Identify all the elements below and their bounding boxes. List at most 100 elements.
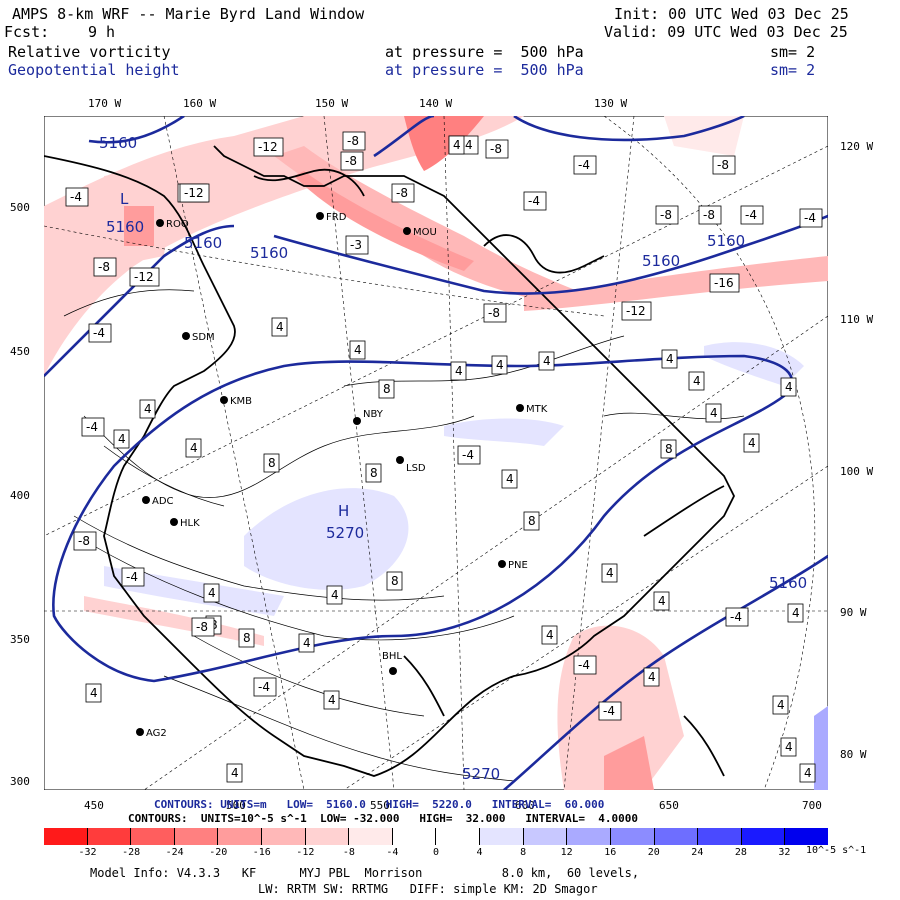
x-tick-label: 500 <box>226 799 246 812</box>
svg-text:-8: -8 <box>196 620 208 634</box>
vorticity-label: -4 <box>65 187 89 207</box>
svg-text:-4: -4 <box>86 420 98 434</box>
vorticity-label: 4 <box>349 340 366 360</box>
lon-label-top: 160 W <box>183 97 217 110</box>
vorticity-label: 4 <box>323 690 340 710</box>
svg-text:-8: -8 <box>98 260 110 274</box>
vorticity-label: -4 <box>740 205 764 225</box>
vorticity-label: -4 <box>88 323 112 343</box>
vorticity-label: 4 <box>139 399 156 419</box>
colorbar-cell <box>436 828 481 845</box>
vorticity-label: 4 <box>185 438 202 458</box>
fcst-label: Fcst: <box>4 23 50 41</box>
svg-text:4: 4 <box>666 352 674 366</box>
svg-text:4: 4 <box>455 364 463 378</box>
svg-text:4: 4 <box>546 628 554 642</box>
station-group: ROO FRD MOU SDM KMB NBY MTK LSD ADC HLK … <box>136 212 548 739</box>
vorticity-label: -8 <box>73 531 97 551</box>
colorbar-tick-label: 4 <box>476 847 483 858</box>
vorticity-label: -8 <box>93 257 117 277</box>
height-label: 5160 <box>106 218 144 236</box>
svg-text:4: 4 <box>303 636 311 650</box>
station-label: FRD <box>326 212 347 223</box>
map-panel: 5160 5160 5160 5160 5160 5160 5160 5270 … <box>44 116 828 790</box>
x-tick-label: 450 <box>84 799 104 812</box>
svg-text:8: 8 <box>383 382 391 396</box>
colorbar-tick-label: -8 <box>342 847 355 858</box>
svg-text:4: 4 <box>785 740 793 754</box>
svg-text:4: 4 <box>506 472 514 486</box>
colorbar-cell <box>654 828 699 845</box>
vorticity-contour-info: CONTOURS: UNITS=10^-5 s^-1 LOW= -32.000 … <box>128 812 638 825</box>
coastline <box>44 145 736 777</box>
colorbar-cell <box>610 828 655 845</box>
vorticity-label: 4 <box>203 583 220 603</box>
vorticity-label: -12 <box>129 267 160 287</box>
colorbar-cell <box>218 828 263 845</box>
colorbar-cell <box>44 828 88 845</box>
colorbar-tick-label: -4 <box>386 847 399 858</box>
height-label: 5160 <box>769 574 807 592</box>
plot-title: AMPS 8-km WRF -- Marie Byrd Land Window <box>12 5 365 23</box>
x-tick-label: 700 <box>802 799 822 812</box>
station-label: BHL <box>382 651 402 662</box>
valid-time: Valid: 09 UTC Wed 03 Dec 25 <box>604 23 848 41</box>
svg-text:4: 4 <box>693 374 701 388</box>
svg-text:-3: -3 <box>350 238 362 252</box>
vorticity-label: -4 <box>573 655 597 675</box>
vorticity-label: 4 <box>653 591 670 611</box>
svg-text:4: 4 <box>208 586 216 600</box>
model-info-line2: LW: RRTM SW: RRTMG DIFF: simple KM: 2D S… <box>258 882 598 896</box>
svg-text:4: 4 <box>496 358 504 372</box>
svg-text:-4: -4 <box>745 208 757 222</box>
lon-label-top: 140 W <box>419 97 453 110</box>
svg-text:4: 4 <box>606 566 614 580</box>
vorticity-label: 4 <box>491 355 508 375</box>
svg-text:4: 4 <box>748 436 756 450</box>
svg-text:-12: -12 <box>134 270 154 284</box>
field2-level: at pressure = 500 hPa <box>385 61 584 79</box>
vorticity-label: 4 <box>298 633 315 653</box>
colorbar-tick-label: 24 <box>691 847 704 858</box>
vorticity-label: 4 <box>271 317 288 337</box>
colorbar-tick-label: -20 <box>209 847 228 858</box>
svg-text:8: 8 <box>528 514 536 528</box>
vorticity-label: 4 <box>85 683 102 703</box>
svg-text:4: 4 <box>331 588 339 602</box>
vorticity-label: 4 <box>705 403 722 423</box>
field1-name: Relative vorticity <box>8 43 171 61</box>
svg-text:-12: -12 <box>626 304 646 318</box>
colorbar-cell <box>131 828 175 845</box>
svg-text:4: 4 <box>118 432 126 446</box>
colorbar-tick-label: 12 <box>560 847 573 858</box>
vorticity-label: -4 <box>121 567 145 587</box>
svg-text:-4: -4 <box>804 211 816 225</box>
y-tick-label: 300 <box>10 775 30 788</box>
svg-text:-8: -8 <box>717 158 729 172</box>
init-time: Init: 00 UTC Wed 03 Dec 25 <box>614 5 849 23</box>
vorticity-label: -4 <box>457 445 481 465</box>
vorticity-label: -3 <box>345 235 369 255</box>
vorticity-label: 8 <box>263 453 280 473</box>
colorbar-tick-label: 0 <box>432 847 440 858</box>
height-label: 5160 <box>250 244 288 262</box>
model-info-line1: Model Info: V4.3.3 KF MYJ PBL Morrison 8… <box>90 866 640 880</box>
vorticity-label: 4 <box>501 469 518 489</box>
vorticity-label: 4 <box>643 667 660 687</box>
vorticity-label: 4 <box>688 371 705 391</box>
colorbar-cell <box>480 828 524 845</box>
svg-text:8: 8 <box>391 574 399 588</box>
fcst-value: 9 h <box>88 23 116 41</box>
vorticity-label: -8 <box>340 151 364 171</box>
vorticity-label: -4 <box>81 417 105 437</box>
station-label: MOU <box>413 227 437 238</box>
height-label: 5160 <box>99 134 137 152</box>
svg-text:-4: -4 <box>578 658 590 672</box>
height-label: 5160 <box>184 234 222 252</box>
colorbar-cell <box>305 828 350 845</box>
svg-text:4: 4 <box>231 766 239 780</box>
vorticity-label: -8 <box>655 205 679 225</box>
colorbar-cell <box>785 828 828 845</box>
vorticity-label: 4 <box>448 135 465 155</box>
vorticity-label: 4 <box>538 351 555 371</box>
